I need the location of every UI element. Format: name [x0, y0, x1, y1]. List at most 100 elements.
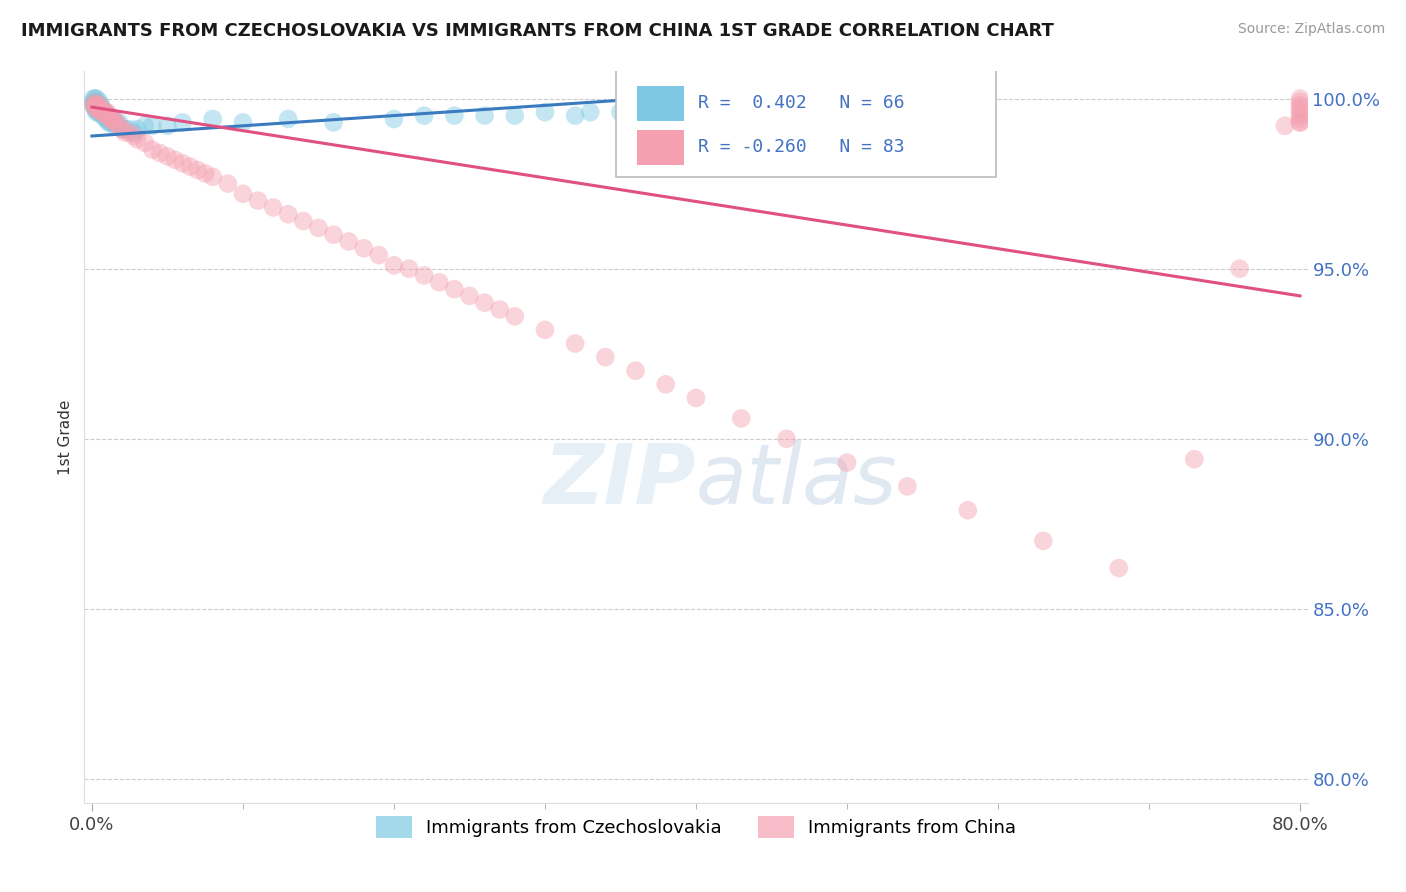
Point: [82, 92, 104, 106]
Point: [127, 122, 149, 136]
Point: [534, 323, 557, 337]
Point: [91, 102, 114, 116]
Point: [87, 102, 110, 116]
Point: [90, 105, 112, 120]
Point: [156, 119, 179, 133]
Point: [655, 377, 678, 392]
Point: [149, 146, 172, 161]
Point: [141, 143, 163, 157]
Point: [956, 503, 979, 517]
Point: [91, 105, 114, 120]
Point: [194, 166, 217, 180]
Point: [90, 102, 112, 116]
Point: [367, 248, 389, 262]
Point: [1289, 102, 1312, 116]
Point: [89, 102, 111, 116]
Point: [277, 112, 299, 126]
Point: [87, 102, 110, 116]
Point: [87, 98, 110, 112]
Point: [413, 268, 436, 283]
Point: [98, 115, 121, 129]
Point: [114, 122, 136, 136]
Point: [382, 258, 405, 272]
Point: [337, 235, 360, 249]
Point: [100, 112, 122, 126]
Point: [89, 98, 111, 112]
Point: [187, 163, 209, 178]
Point: [94, 105, 117, 120]
Point: [134, 136, 156, 150]
Point: [1289, 115, 1312, 129]
Point: [107, 119, 129, 133]
Point: [86, 98, 108, 112]
Point: [1229, 261, 1251, 276]
Point: [86, 105, 108, 120]
Point: [640, 102, 662, 116]
Point: [96, 109, 118, 123]
Point: [141, 119, 163, 133]
Point: [685, 391, 707, 405]
Text: R = -0.260   N = 83: R = -0.260 N = 83: [699, 138, 905, 156]
Point: [90, 105, 112, 120]
Point: [84, 95, 107, 109]
Point: [118, 126, 141, 140]
Point: [89, 105, 111, 120]
Point: [1289, 95, 1312, 109]
Point: [100, 115, 122, 129]
Point: [105, 115, 128, 129]
Point: [624, 105, 647, 120]
Point: [97, 115, 120, 129]
Point: [84, 95, 107, 109]
Point: [1289, 112, 1312, 126]
Point: [488, 302, 510, 317]
Point: [292, 214, 315, 228]
Point: [90, 102, 112, 116]
Point: [82, 98, 104, 112]
Point: [474, 295, 496, 310]
Point: [1274, 119, 1296, 133]
Text: ZIP: ZIP: [543, 441, 696, 522]
Point: [382, 112, 405, 126]
Point: [1032, 533, 1054, 548]
Point: [84, 92, 107, 106]
Point: [86, 102, 108, 116]
Point: [84, 98, 107, 112]
Point: [87, 105, 110, 120]
Point: [413, 109, 436, 123]
Point: [201, 169, 224, 184]
Point: [835, 456, 858, 470]
Point: [93, 105, 115, 120]
Point: [111, 122, 134, 136]
Point: [87, 98, 110, 112]
Point: [564, 109, 586, 123]
Point: [201, 112, 224, 126]
Point: [262, 201, 284, 215]
Point: [94, 105, 117, 120]
Point: [89, 98, 111, 112]
Point: [609, 105, 631, 120]
Y-axis label: 1st Grade: 1st Grade: [58, 400, 73, 475]
Legend: Immigrants from Czechoslovakia, Immigrants from China: Immigrants from Czechoslovakia, Immigran…: [368, 808, 1024, 845]
Text: IMMIGRANTS FROM CZECHOSLOVAKIA VS IMMIGRANTS FROM CHINA 1ST GRADE CORRELATION CH: IMMIGRANTS FROM CZECHOSLOVAKIA VS IMMIGR…: [21, 22, 1054, 40]
Point: [122, 126, 145, 140]
Point: [655, 102, 678, 116]
Point: [247, 194, 270, 208]
Point: [232, 115, 254, 129]
Text: Source: ZipAtlas.com: Source: ZipAtlas.com: [1237, 22, 1385, 37]
Text: R =  0.402   N = 66: R = 0.402 N = 66: [699, 94, 905, 112]
Point: [82, 98, 104, 112]
Point: [89, 102, 111, 116]
Point: [91, 105, 114, 120]
Point: [669, 102, 692, 116]
Point: [118, 122, 141, 136]
Point: [93, 105, 115, 120]
Point: [156, 149, 179, 163]
Point: [84, 102, 107, 116]
Point: [97, 109, 120, 123]
Point: [322, 227, 344, 242]
Point: [1289, 105, 1312, 120]
Bar: [637, 86, 683, 121]
Point: [685, 98, 707, 112]
Point: [443, 282, 465, 296]
Point: [172, 115, 194, 129]
